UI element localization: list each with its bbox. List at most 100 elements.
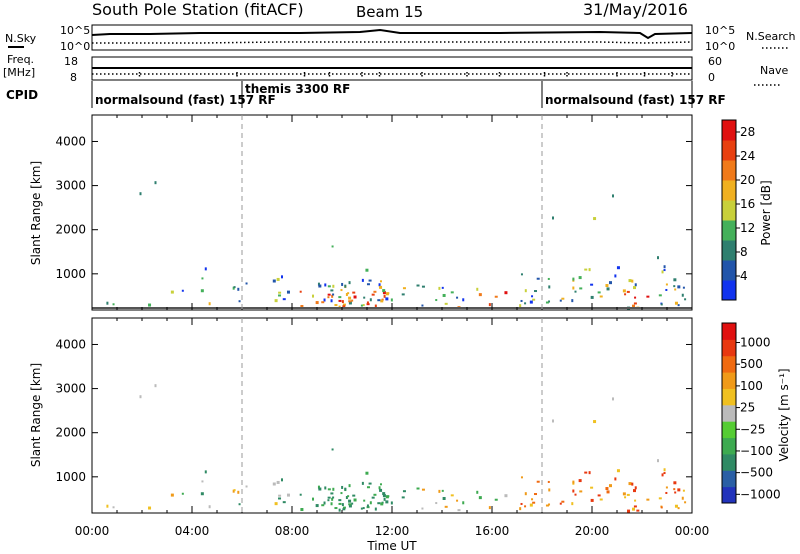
velocity-pixel-167	[684, 501, 687, 504]
velocity-pixel-26	[327, 496, 331, 499]
power-pixel-7	[208, 302, 211, 306]
velocity-pixel-137	[572, 489, 575, 493]
freq-tick-top: 18	[64, 55, 78, 68]
velocity-pixel-146	[633, 489, 637, 493]
power-pixel-51	[344, 284, 347, 288]
velocity-pixel-33	[345, 496, 348, 500]
power-pixel-152	[677, 285, 681, 289]
power-pixel-77	[373, 290, 377, 293]
power-pixel-46	[327, 285, 331, 288]
velocity-pixel-92	[435, 502, 438, 505]
velocity-pixel-28	[324, 486, 327, 490]
velocity-pixel-120	[559, 502, 562, 505]
velocity-pixel-114	[520, 502, 523, 505]
velocity-pixel-48	[379, 483, 382, 486]
velocity-pixel-139	[632, 507, 636, 511]
power-pixel-75	[332, 293, 335, 296]
freq-label-1: Freq.	[7, 53, 34, 66]
power-pixel-121	[616, 266, 620, 270]
velocity-pixel-23	[330, 502, 333, 506]
power-pixel-64	[380, 299, 384, 303]
ytick-label-1-3: 4000	[55, 337, 86, 351]
velocity-pixel-116	[531, 498, 534, 501]
velocity-pixel-138	[634, 499, 637, 502]
power-pixel-4	[170, 290, 174, 294]
velocity-pixel-61	[332, 487, 335, 491]
nsky-tick-top: 10^5	[60, 24, 90, 37]
power-pixel-151	[661, 270, 664, 274]
velocity-pixel-149	[628, 482, 632, 486]
colorbar-frame-1	[721, 322, 737, 504]
velocity-pixel-140	[622, 492, 626, 496]
colorbar-ticklabel-1-1: 500	[740, 357, 763, 371]
xtick-label-1: 04:00	[175, 524, 210, 538]
power-pixel-117	[534, 290, 538, 293]
station-title: South Pole Station (fitACF)	[92, 0, 304, 19]
power-pixel-45	[300, 305, 304, 309]
colorbar-swatch-0-7	[722, 140, 736, 161]
colorbar-ticklabel-0-3: 16	[740, 197, 755, 211]
power-pixel-36	[327, 296, 330, 299]
velocity-colorbar-label: Velocity [m s⁻¹]	[777, 368, 791, 461]
velocity-pixel-32	[299, 493, 302, 496]
nsearch-tick-top: 10^5	[705, 24, 735, 37]
velocity-pixel-108	[548, 503, 551, 506]
beam-label: Beam 15	[356, 3, 423, 21]
velocity-pixel-101	[462, 501, 465, 505]
power-pixel-164	[673, 278, 677, 282]
velocity-pixel-134	[579, 490, 583, 493]
velocity-pixel-75	[332, 496, 335, 499]
velocity-pixel-119	[571, 502, 574, 506]
time-axis-label: Time UT	[366, 539, 417, 553]
velocity-pixel-164	[673, 481, 677, 485]
velocity-pixel-36	[327, 499, 330, 502]
velocity-pixel-77	[373, 493, 377, 496]
power-pixel-22	[331, 294, 334, 298]
velocity-pixel-96	[456, 499, 459, 502]
power-pixel-89	[438, 286, 441, 290]
colorbar-swatch-0-1	[722, 260, 736, 281]
date-label: 31/May/2016	[583, 0, 688, 19]
power-pixel-29	[342, 303, 346, 306]
power-pixel-113	[524, 289, 527, 293]
power-pixel-78	[348, 281, 351, 285]
velocity-pixel-132	[572, 480, 575, 484]
velocity-pixel-145	[634, 486, 637, 490]
velocity-ylabel: Slant Range [km]	[29, 363, 43, 467]
power-pixel-155	[665, 283, 668, 286]
velocity-pixel-7	[208, 505, 211, 509]
velocity-pixel-19	[274, 502, 278, 506]
power-panel: 1000 2000 3000 4000 Slant Range [km] 4 8 12 16…	[29, 114, 773, 311]
velocity-pixel-86	[385, 495, 389, 499]
velocity-pixel-135	[608, 484, 612, 488]
xtick-label-0: 00:00	[75, 524, 110, 538]
power-pixel-127	[590, 283, 594, 286]
velocity-pixel-165	[682, 489, 685, 492]
velocity-pixel-97	[457, 509, 461, 512]
nsearch-tick-bottom: 10^0	[705, 40, 735, 53]
velocity-pixel-123	[584, 471, 588, 474]
velocity-pixel-38	[341, 485, 344, 489]
power-pixel-far-3	[552, 216, 554, 220]
colorbar-ticklabel-0-1: 8	[740, 245, 748, 259]
ytick-label-0-1: 2000	[55, 223, 86, 237]
power-pixel-138	[634, 296, 637, 299]
power-pixel-53	[341, 300, 344, 304]
velocity-pixel-35	[323, 501, 326, 505]
colorbar-swatch-0-2	[722, 240, 736, 261]
velocity-pixel-11	[232, 489, 235, 493]
power-pixel-144	[624, 293, 627, 296]
power-axes: 1000 2000 3000 4000	[55, 115, 693, 310]
velocity-pixel-9	[245, 485, 248, 488]
power-pixel-111	[547, 277, 550, 280]
power-pixel-59	[352, 291, 356, 294]
power-pixel-14	[278, 294, 282, 297]
power-pixel-68	[379, 285, 383, 289]
power-pixel-55	[347, 292, 350, 295]
velocity-pixel-far-1	[154, 384, 157, 388]
velocity-pixel-34	[317, 485, 320, 489]
power-pixel-52	[353, 295, 357, 299]
power-pixel-44	[330, 289, 334, 292]
power-pixel-24	[312, 294, 315, 298]
